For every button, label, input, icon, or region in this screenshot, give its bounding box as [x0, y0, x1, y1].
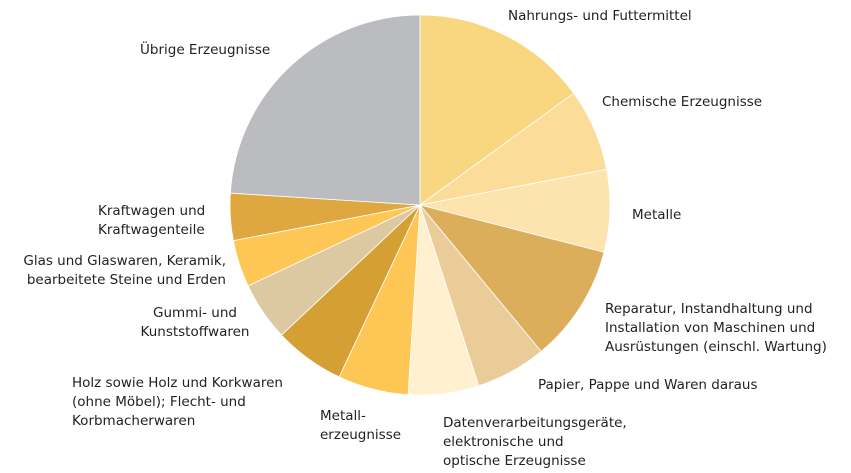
slice: [229, 14, 421, 206]
slice: [419, 14, 575, 206]
slice-label: Reparatur, Instandhaltung und Installati…: [605, 301, 827, 355]
slice-label: Metalle: [632, 207, 682, 223]
slice-label: Datenverarbeitungsgeräte, elektronische …: [443, 415, 627, 469]
slice-label: Glas und Glaswaren, Keramik, bearbeitete…: [23, 253, 226, 288]
slice-label: Holz sowie Holz und Korkwaren (ohne Möbe…: [72, 375, 283, 429]
slice: [418, 204, 605, 352]
slice-label: Übrige Erzeugnisse: [140, 42, 271, 58]
slice-label: Papier, Pappe und Waren daraus: [538, 377, 758, 393]
slice-label: Chemische Erzeugnisse: [602, 94, 763, 110]
slice-label: Nahrungs- und Futtermittel: [508, 8, 692, 24]
slice-label: Metall- erzeugnisse: [320, 408, 402, 443]
slice-label: Gummi- und Kunststoffwaren: [140, 305, 250, 340]
slice-label: Kraftwagen und Kraftwagenteile: [98, 203, 206, 238]
